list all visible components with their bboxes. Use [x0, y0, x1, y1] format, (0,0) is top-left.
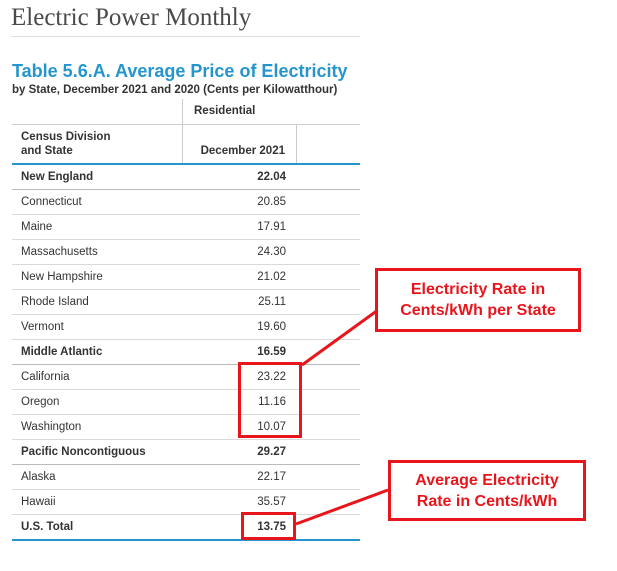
- callout-average-line1: Average Electricity: [415, 472, 559, 489]
- row-value: 20.85: [257, 196, 286, 208]
- table-row: Oregon 11.16: [12, 390, 360, 415]
- row-value: 16.59: [257, 346, 286, 358]
- row-state: Middle Atlantic: [21, 346, 103, 358]
- callout-state-line2: Cents/kWh per State: [400, 302, 556, 319]
- connector-line-average: [295, 488, 389, 526]
- row-state: Rhode Island: [21, 296, 89, 308]
- column-header-december-2021: December 2021: [182, 125, 297, 163]
- row-value: 21.02: [257, 271, 286, 283]
- callout-average-rate: Average Electricity Rate in Cents/kWh: [388, 460, 586, 521]
- row-value: 25.11: [258, 296, 286, 308]
- row-state: New Hampshire: [21, 271, 103, 283]
- column-header-state-line1: Census Division: [21, 131, 111, 143]
- row-value: 10.07: [257, 421, 286, 433]
- row-value: 19.60: [257, 321, 286, 333]
- row-value: 35.57: [257, 496, 286, 508]
- connector-line-state: [301, 308, 379, 367]
- row-state: Massachusetts: [21, 246, 98, 258]
- callout-average-line2: Rate in Cents/kWh: [416, 493, 558, 510]
- row-state: New England: [21, 171, 94, 183]
- row-state: Oregon: [21, 396, 60, 408]
- row-state: Washington: [21, 421, 82, 433]
- row-value: 13.75: [257, 521, 286, 533]
- highlight-us-total: [241, 512, 296, 540]
- row-value: 29.27: [257, 446, 286, 458]
- table-row: Hawaii 35.57: [12, 490, 360, 515]
- table-subtitle: by State, December 2021 and 2020 (Cents …: [12, 84, 338, 96]
- row-state: Vermont: [21, 321, 64, 333]
- title-divider: [11, 36, 360, 37]
- table-row: Middle Atlantic 16.59: [12, 340, 360, 365]
- table-row: U.S. Total 13.75: [12, 515, 360, 541]
- row-state: Maine: [21, 221, 53, 233]
- table-row: Pacific Noncontiguous 29.27: [12, 440, 360, 465]
- table-header-group-row: Residential: [12, 99, 360, 125]
- table-row: Connecticut 20.85: [12, 190, 360, 215]
- table-row: Massachusetts 24.30: [12, 240, 360, 265]
- row-state: California: [21, 371, 70, 383]
- price-table: Residential Census Division and State De…: [12, 99, 360, 541]
- table-row: Vermont 19.60: [12, 315, 360, 340]
- row-state: Pacific Noncontiguous: [21, 446, 146, 458]
- row-value: 24.30: [257, 246, 286, 258]
- table-row: Alaska 22.17: [12, 465, 360, 490]
- row-value: 11.16: [258, 396, 286, 408]
- highlight-state-values: [238, 362, 302, 438]
- row-state: Alaska: [21, 471, 56, 483]
- row-value: 22.04: [257, 171, 286, 183]
- table-row: New England 22.04: [12, 165, 360, 190]
- site-title: Electric Power Monthly: [11, 4, 252, 31]
- table-row: New Hampshire 21.02: [12, 265, 360, 290]
- table-row: Washington 10.07: [12, 415, 360, 440]
- row-state: Connecticut: [21, 196, 82, 208]
- row-value: 22.17: [257, 471, 286, 483]
- table-row: California 23.22: [12, 365, 360, 390]
- table-row: Maine 17.91: [12, 215, 360, 240]
- table-body: New England 22.04 Connecticut 20.85 Maine 17.…: [12, 165, 360, 541]
- row-state: U.S. Total: [21, 521, 74, 533]
- column-header-state-line2: and State: [21, 145, 73, 157]
- column-header-state: Census Division and State: [21, 130, 110, 158]
- column-group-residential: Residential: [182, 99, 360, 124]
- row-state: Hawaii: [21, 496, 56, 508]
- row-value: 23.22: [257, 371, 286, 383]
- row-value: 17.91: [257, 221, 286, 233]
- callout-state-line1: Electricity Rate in: [410, 281, 546, 298]
- table-header-row: Census Division and State December 2021: [12, 125, 360, 165]
- table-row: Rhode Island 25.11: [12, 290, 360, 315]
- callout-state-rate: Electricity Rate in Cents/kWh per State: [375, 268, 581, 332]
- table-title: Table 5.6.A. Average Price of Electricit…: [12, 61, 348, 81]
